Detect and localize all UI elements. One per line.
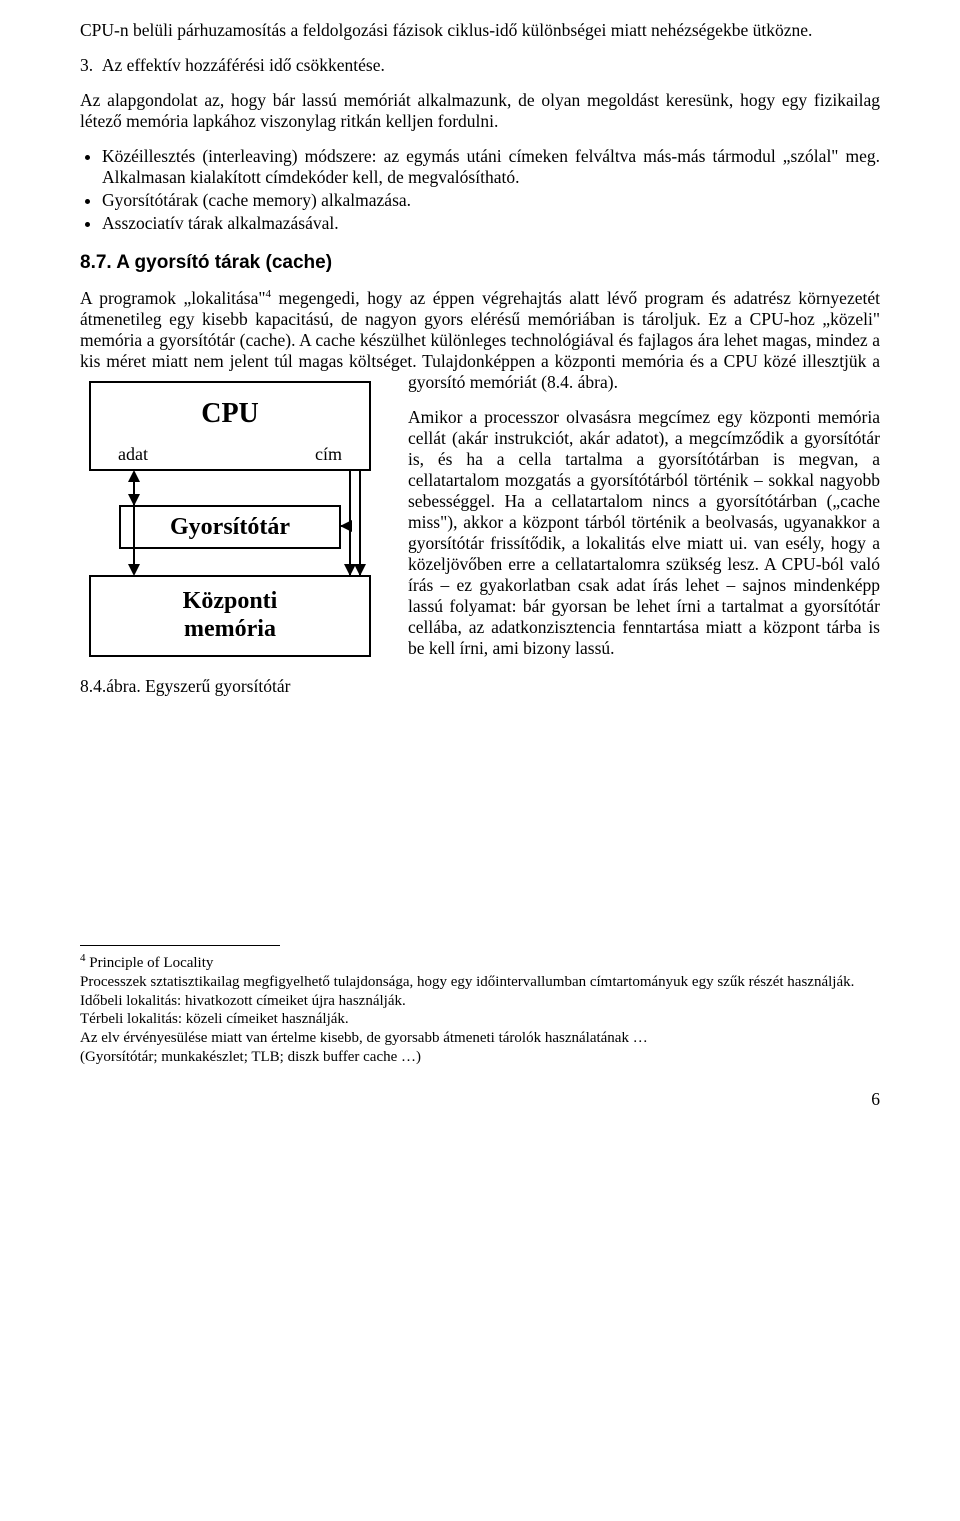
footnote-line: (Gyorsítótár; munkakészlet; TLB; diszk b… <box>80 1048 880 1067</box>
footnote-line: Időbeli lokalitás: hivatkozott címeiket … <box>80 992 880 1011</box>
list-item: Gyorsítótárak (cache memory) alkalmazása… <box>102 190 880 211</box>
numbered-item-3: 3. Az effektív hozzáférési idő csökkenté… <box>80 55 880 76</box>
bullet-list: Közéillesztés (interleaving) módszere: a… <box>80 146 880 234</box>
figure-8-4: CPU adat cím Gyorsítótár Központi memóri… <box>80 376 390 697</box>
figure-caption: 8.4.ábra. Egyszerű gyorsítótár <box>80 676 390 697</box>
footnote-line: 4 Principle of Locality <box>80 952 880 973</box>
page-number: 6 <box>80 1089 880 1110</box>
footnote-line: Térbeli lokalitás: közeli címeiket haszn… <box>80 1010 880 1029</box>
cache-label: Gyorsítótár <box>170 514 290 540</box>
paragraph-cpu-intro: CPU-n belüli párhuzamosítás a feldolgozá… <box>80 20 880 41</box>
cpu-label: CPU <box>201 398 259 429</box>
adat-label: adat <box>118 444 148 464</box>
footnotes: 4 Principle of Locality Processzek sztat… <box>80 952 880 1067</box>
cache-diagram-svg: CPU adat cím Gyorsítótár Központi memóri… <box>80 376 380 666</box>
cache-section: A programok „lokalitása"4 megengedi, hog… <box>80 288 880 705</box>
cim-label: cím <box>315 444 342 464</box>
arrowhead-icon <box>354 564 366 576</box>
list-item: Közéillesztés (interleaving) módszere: a… <box>102 146 880 188</box>
list-item: Asszociatív tárak alkalmazásával. <box>102 213 880 234</box>
memory-label-2: memória <box>184 616 276 642</box>
footnote-text: Principle of Locality <box>86 955 214 971</box>
footnote-line: Processzek sztatisztikailag megfigyelhet… <box>80 973 880 992</box>
arrowhead-icon <box>340 520 352 532</box>
section-heading-8-7: 8.7. A gyorsító tárak (cache) <box>80 252 880 274</box>
memory-label-1: Központi <box>183 588 278 614</box>
footnote-line: Az elv érvényesülése miatt van értelme k… <box>80 1029 880 1048</box>
paragraph-alapgondolat: Az alapgondolat az, hogy bár lassú memór… <box>80 90 880 132</box>
page: CPU-n belüli párhuzamosítás a feldolgozá… <box>0 0 960 1140</box>
footnote-separator <box>80 945 280 946</box>
arrowhead-icon <box>128 470 140 482</box>
arrowhead-icon <box>128 494 140 506</box>
wrap-intro-text: A programok „lokalitása" <box>80 288 265 308</box>
arrowhead-icon <box>344 564 356 576</box>
arrowhead-icon <box>128 564 140 576</box>
